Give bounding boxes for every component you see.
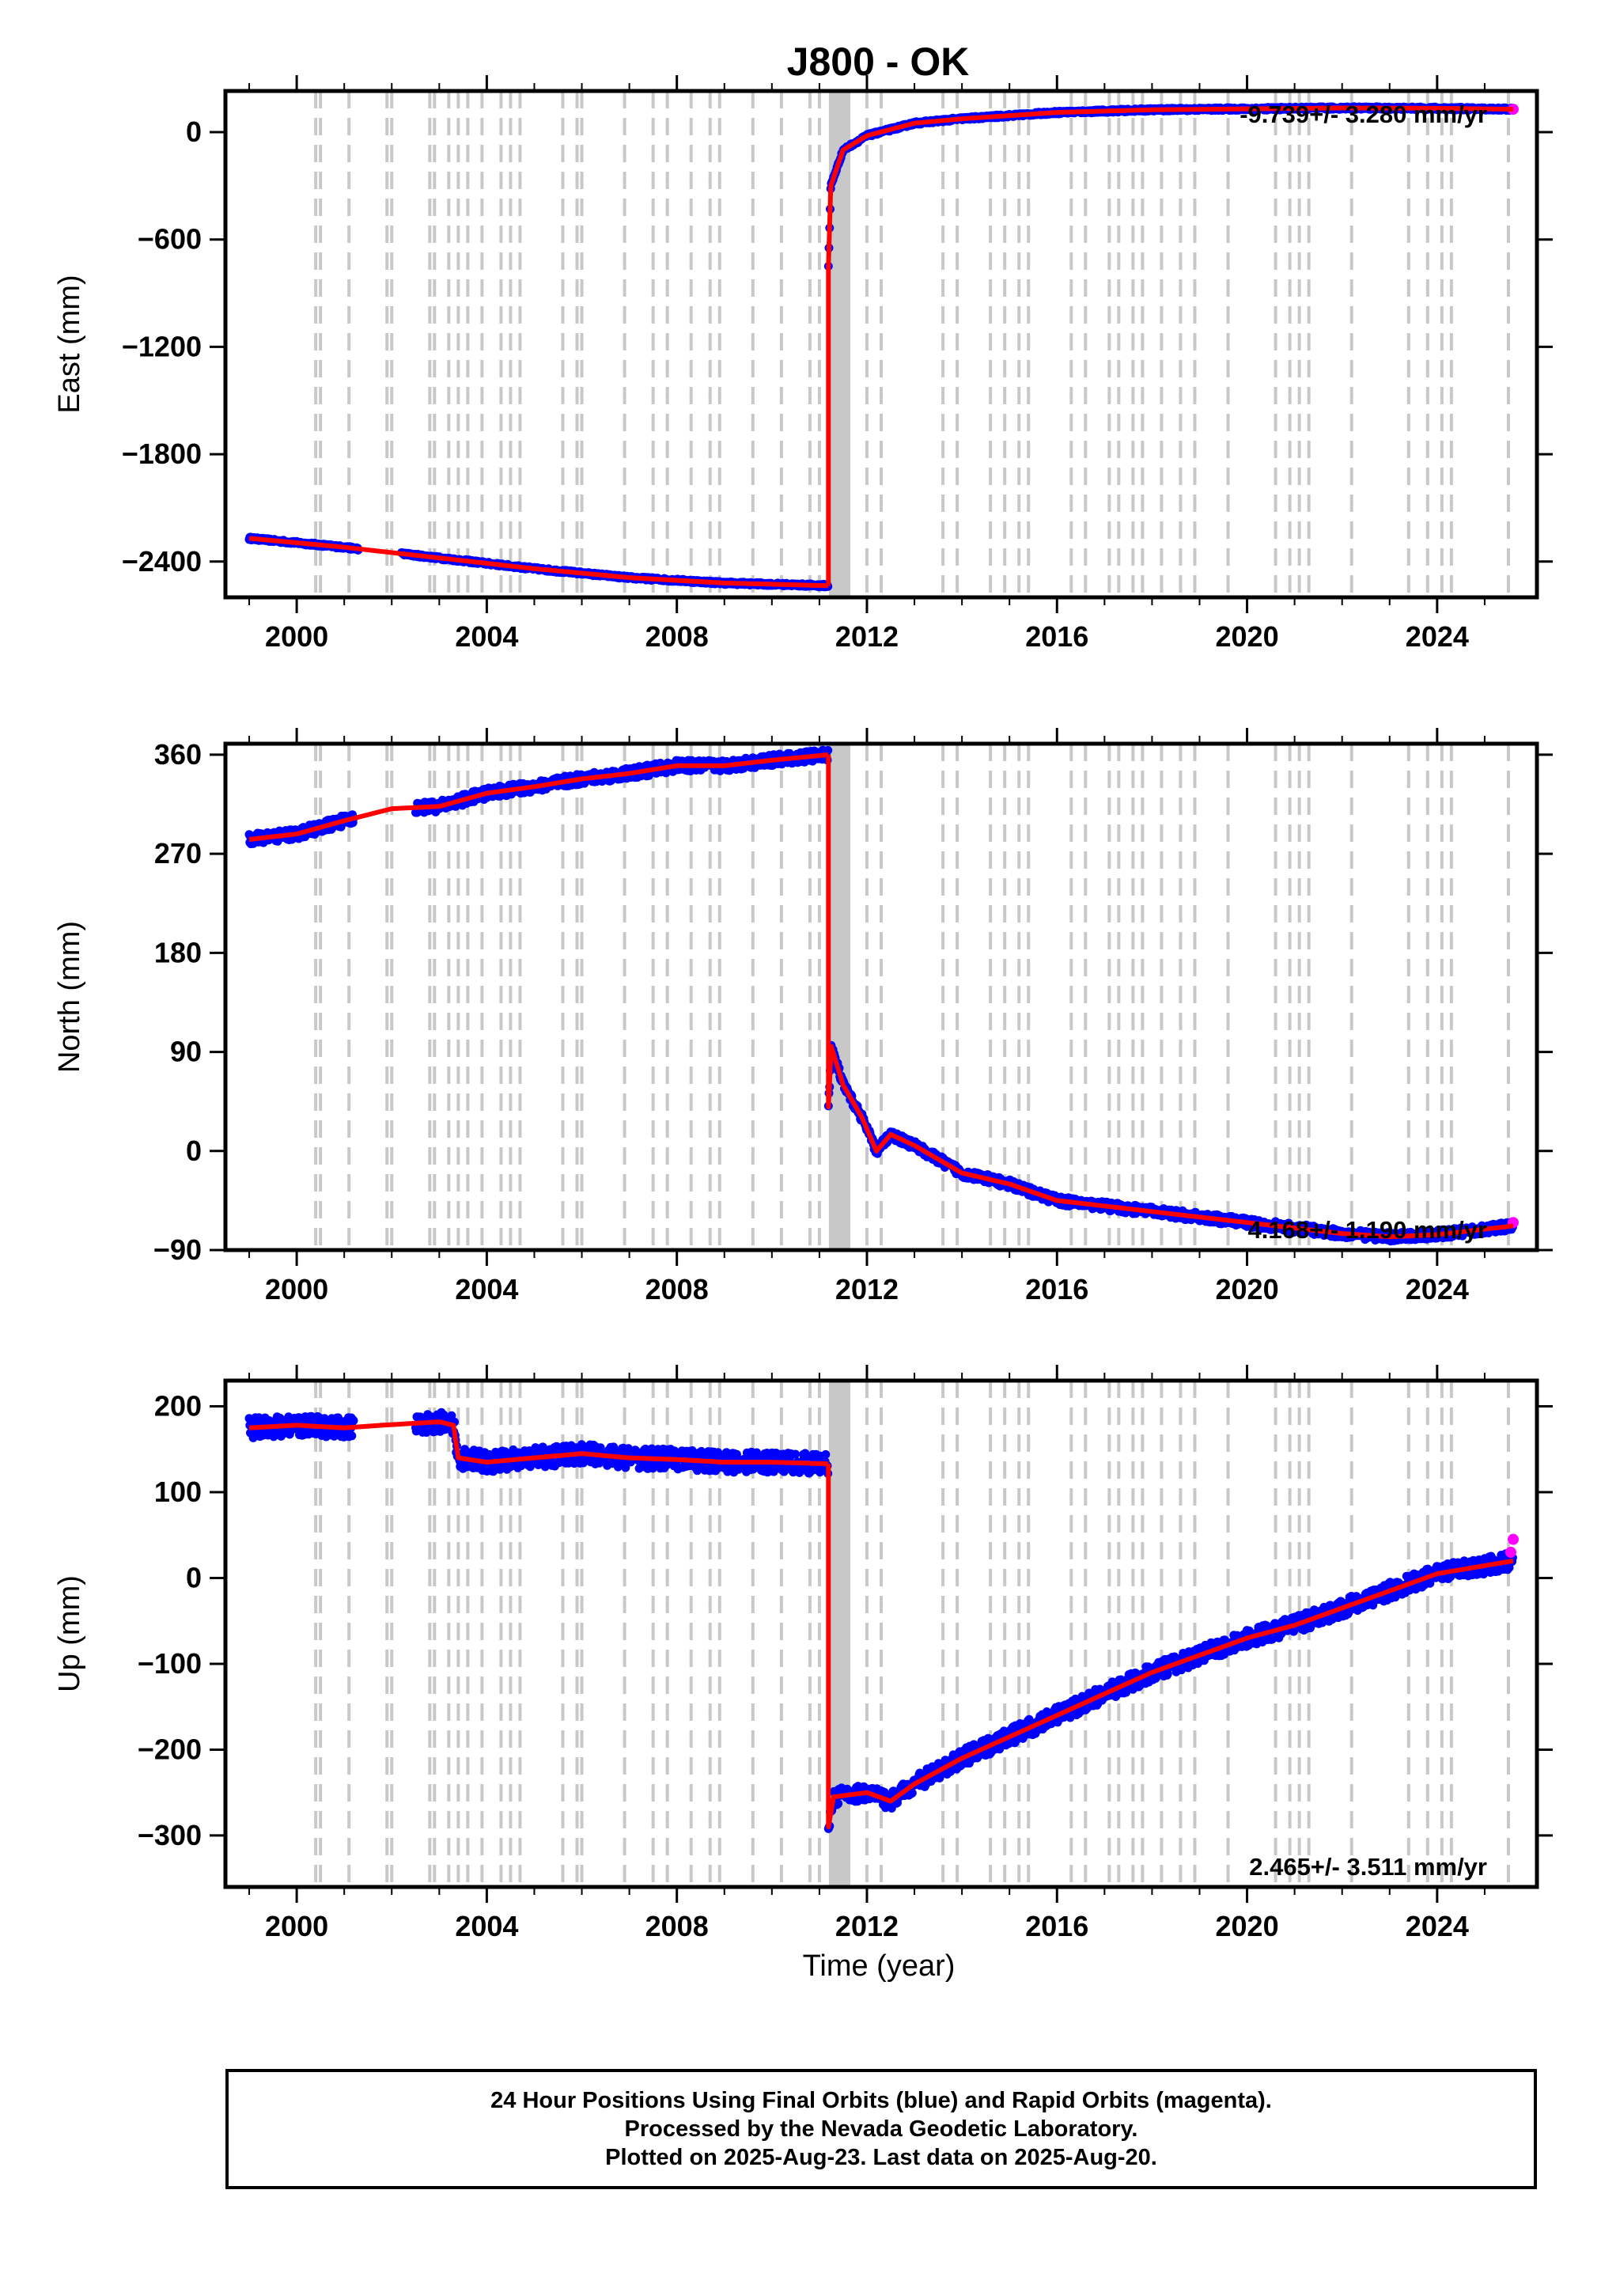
up-data-point <box>349 1416 358 1425</box>
east-y-tick-label: −1200 <box>122 330 202 362</box>
north-rate-annotation: 4.168+/- 1.190 mm/yr <box>1248 1216 1487 1244</box>
north-y-tick-label: −90 <box>153 1233 202 1266</box>
north-y-tick-label: 90 <box>170 1036 202 1068</box>
east-x-tick-label: 2008 <box>645 620 709 653</box>
north-y-tick-label: 0 <box>186 1135 202 1167</box>
east-x-tick-label: 2012 <box>835 620 899 653</box>
north-panel: 2000 2004 2008 2012 2016 2020 2024 360 270 180 90 0… <box>53 728 1553 1305</box>
north-y-tick-label: 180 <box>154 936 202 968</box>
north-x-tick-label: 2000 <box>265 1273 328 1305</box>
east-y-tick-label: −2400 <box>122 545 202 578</box>
north-x-tick-label: 2012 <box>835 1273 899 1305</box>
north-x-tick-label: 2004 <box>455 1273 518 1305</box>
north-y-tick-label: 360 <box>154 738 202 771</box>
east-y-tick-label: −1800 <box>122 438 202 470</box>
north-event-band <box>828 744 850 1250</box>
east-model-line <box>826 105 1514 586</box>
east-x-tick-label: 2004 <box>455 620 518 653</box>
north-x-tick-label: 2024 <box>1406 1273 1469 1305</box>
north-y-axis-label: North (mm) <box>53 921 86 1073</box>
north-x-tick-label: 2008 <box>645 1273 709 1305</box>
up-panel: 2000 2004 2008 2012 2016 2020 20242001000−100−… <box>53 1365 1553 1942</box>
up-data-point <box>347 1431 357 1441</box>
north-y-tick-label: 270 <box>154 837 202 870</box>
east-x-tick-label: 2020 <box>1216 620 1279 653</box>
north-model-line <box>826 754 1514 1240</box>
east-x-tick-label: 2024 <box>1406 620 1469 653</box>
east-y-tick-label: −600 <box>138 223 202 256</box>
chart-title: J800 - OK <box>787 40 970 84</box>
east-rate-annotation: -9.739+/- 3.280 mm/yr <box>1240 100 1487 128</box>
east-x-tick-label: 2000 <box>265 620 328 653</box>
east-y-tick-label: 0 <box>186 116 202 148</box>
east-y-axis-label: East (mm) <box>53 275 86 413</box>
north-x-tick-label: 2016 <box>1025 1273 1088 1305</box>
north-x-tick-label: 2020 <box>1216 1273 1279 1305</box>
east-panel: 2000 2004 2008 2012 2016 2020 2024 0 −600 −1200 −1… <box>53 75 1553 653</box>
east-x-tick-label: 2016 <box>1025 620 1088 653</box>
